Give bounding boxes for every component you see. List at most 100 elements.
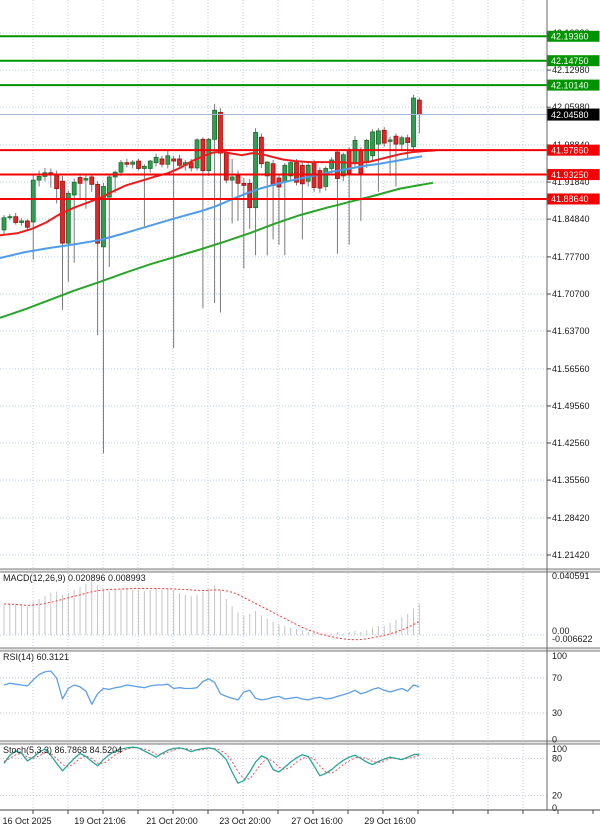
price-badge: [547, 144, 600, 156]
candle-up: [352, 140, 358, 164]
candle-up: [147, 160, 153, 169]
macd-panel[interactable]: MACD(12,26,9) 0.020896 0.008993: [0, 572, 600, 648]
price-badge-label: 41.93250: [551, 170, 589, 180]
candle-up: [387, 139, 393, 142]
candle-up: [340, 154, 346, 177]
stoch-axis-label: 100: [552, 744, 567, 754]
price-tick-label: 41.49560: [552, 401, 590, 411]
candle-up: [36, 176, 42, 181]
price-badge: [547, 193, 600, 205]
candle-up: [19, 220, 24, 223]
candle-down: [416, 99, 422, 115]
candle-up: [194, 139, 200, 169]
candle-up: [375, 130, 381, 145]
macd-axis-label: -0.006622: [552, 634, 593, 644]
price-badge-label: 42.14750: [551, 56, 589, 66]
macd-signal-line: [3, 588, 420, 641]
candle-down: [247, 182, 253, 209]
price-badge: [547, 55, 600, 67]
candle-up: [329, 159, 335, 169]
candle-up: [130, 161, 136, 165]
candle-down: [235, 175, 241, 184]
ma-fast-red: [0, 149, 436, 237]
candle-down: [95, 183, 100, 244]
candle-down: [124, 162, 130, 165]
candle-up: [1, 217, 7, 231]
price-badge-label: 42.10140: [551, 80, 589, 90]
stoch-axis-label: 80: [552, 753, 562, 763]
macd-indicator-label: MACD(12,26,9) 0.020896 0.008993: [3, 573, 146, 583]
price-tick-label: 41.70700: [552, 289, 590, 299]
candle-down: [393, 135, 399, 145]
candle-up: [65, 192, 71, 244]
macd-axis-label: 0.040591: [552, 571, 590, 581]
time-axis-label: 29 Oct 16:00: [364, 816, 416, 826]
price-badge: [547, 169, 600, 181]
panel-separator: [0, 648, 600, 651]
candle-up: [370, 131, 375, 157]
candle-down: [405, 137, 411, 143]
price-tick-label: 41.42560: [552, 438, 590, 448]
price-badge: [547, 30, 600, 42]
candle-down: [54, 173, 60, 189]
price-tick-label: 41.91840: [552, 177, 590, 187]
candle-up: [71, 181, 77, 196]
time-axis-label: 21 Oct 20:00: [146, 816, 198, 826]
candle-down: [24, 220, 30, 228]
price-badge-label: 41.88640: [551, 194, 589, 204]
price-badge: [547, 108, 600, 121]
candle-up: [399, 137, 405, 145]
price-badge: [547, 79, 600, 91]
price-badge-label: 41.97860: [551, 145, 589, 155]
panel-separator: [0, 569, 600, 572]
panel-separator: [0, 741, 600, 744]
candle-down: [136, 160, 141, 169]
candle-down: [218, 111, 223, 154]
candle-up: [141, 165, 147, 169]
price-tick-label: 41.35560: [552, 475, 590, 485]
rsi-axis-label: 70: [552, 673, 562, 683]
price-tick-label: 41.84840: [552, 214, 590, 224]
candle-up: [153, 156, 159, 164]
stochastic-panel[interactable]: Stoch(5,3,3) 86.7868 84.5204: [0, 744, 600, 810]
macd-axis-label: 0.00: [552, 626, 570, 636]
candle-down: [13, 216, 19, 223]
candle-down: [294, 162, 299, 183]
time-axis-label: 16 Oct 2025: [2, 816, 51, 826]
candle-down: [335, 151, 340, 179]
stoch-axis-label: 0: [552, 803, 557, 813]
candle-down: [241, 182, 247, 186]
rsi-axis-label: 0: [552, 734, 557, 744]
price-tick-label: 42.12980: [552, 65, 590, 75]
candle-up: [411, 97, 416, 148]
rsi-panel[interactable]: RSI(14) 60.3121: [0, 651, 600, 741]
candle-up: [212, 109, 218, 140]
candle-up: [323, 168, 329, 187]
candle-up: [253, 132, 258, 209]
time-axis-label: 23 Oct 20:00: [219, 816, 271, 826]
price-tick-label: 42.05980: [552, 102, 590, 112]
candle-up: [106, 176, 112, 198]
rsi-axis-label: 100: [552, 651, 567, 661]
candle-up: [30, 179, 36, 223]
price-badge-label: 42.04580: [551, 110, 589, 120]
price-tick-label: 41.21420: [552, 550, 590, 560]
price-tick-label: 41.77700: [552, 252, 590, 262]
rsi-axis-label: 30: [552, 708, 562, 718]
candle-up: [101, 186, 106, 248]
candle-down: [159, 158, 165, 165]
candle-down: [77, 177, 83, 184]
stochastic-indicator-label: Stoch(5,3,3) 86.7868 84.5204: [3, 745, 123, 755]
price-tick-label: 41.63700: [552, 326, 590, 336]
candle-down: [171, 158, 177, 162]
price-tick-label: 41.56560: [552, 364, 590, 374]
time-axis-label: 19 Oct 21:06: [74, 816, 126, 826]
ma-slow-green: [0, 181, 434, 319]
candle-up: [305, 164, 311, 182]
candle-up: [83, 178, 89, 181]
candle-down: [317, 170, 323, 189]
candle-up: [264, 161, 270, 177]
time-axis-label: 27 Oct 16:00: [291, 816, 343, 826]
